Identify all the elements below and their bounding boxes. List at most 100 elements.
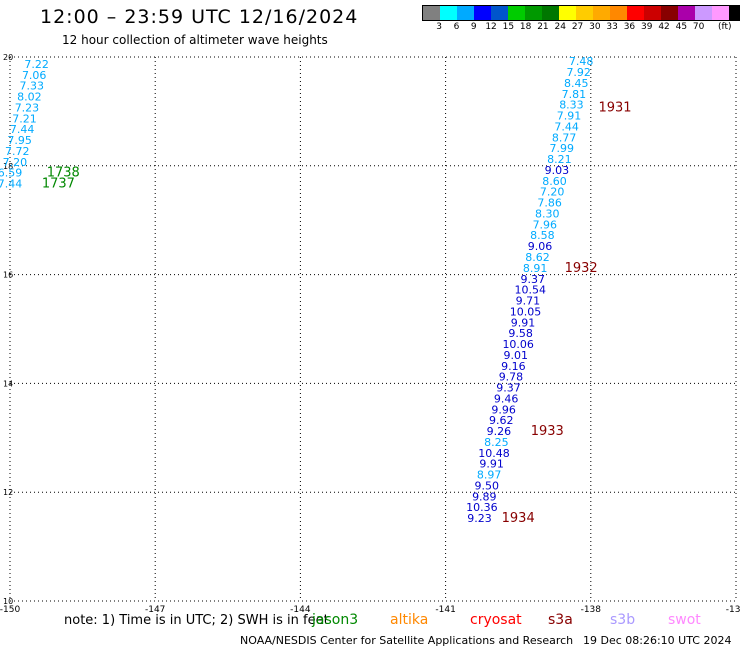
color-scale-tick: 6 [453, 22, 460, 32]
wave-height-value: 8.58 [530, 229, 555, 242]
legend-item-altika: altika [390, 612, 429, 628]
wave-height-value: 7.99 [550, 142, 575, 155]
chart-title: 12:00 – 23:59 UTC 12/16/2024 [40, 6, 359, 28]
color-scale-tick: 45 [675, 22, 688, 32]
color-swatch [644, 6, 661, 20]
wave-height-value: 9.46 [494, 392, 519, 405]
color-swatch [525, 6, 542, 20]
wave-height-value: 10.05 [510, 305, 542, 318]
wave-height-value: 7.06 [22, 69, 47, 82]
wave-height-value: 8.33 [559, 99, 584, 112]
x-tick-label: -141 [435, 605, 455, 615]
wave-height-value: 9.58 [508, 327, 533, 340]
color-swatch [508, 6, 525, 20]
color-swatch [491, 6, 508, 20]
wave-height-value: 9.91 [479, 458, 504, 471]
wave-height-value: 7.96 [533, 218, 558, 231]
wave-height-value: 10.48 [478, 447, 510, 460]
y-tick-label: 14 [3, 379, 13, 388]
wave-height-value: 9.78 [499, 371, 524, 384]
wave-height-value: 7.20 [540, 186, 565, 199]
wave-height-value: 7.91 [557, 110, 582, 123]
pass-time-label: 1934 [502, 511, 535, 526]
color-scale-tick: 39 [641, 22, 653, 32]
x-tick-label: -138 [581, 605, 602, 615]
x-tick-label: -150 [0, 605, 20, 615]
legend-item-s3a: s3a [548, 612, 573, 628]
color-scale-tick: 3 [436, 22, 442, 32]
wave-height-value: 7.33 [20, 80, 45, 93]
pass-time-label: 1738 [47, 166, 80, 181]
wave-height-value: 9.26 [487, 425, 512, 438]
wave-height-value: 8.77 [552, 131, 577, 144]
wave-height-value: 7.21 [12, 112, 37, 125]
pass-time-label: 1933 [531, 424, 564, 439]
y-tick-label: 18 [3, 162, 13, 171]
wave-height-value: 7.23 [15, 101, 40, 114]
wave-height-value: 9.16 [501, 360, 526, 373]
wave-height-value: 8.45 [564, 77, 589, 90]
wave-height-value: 8.21 [547, 153, 572, 166]
wave-height-value: 7.92 [566, 66, 591, 79]
color-scale-tick: 36 [623, 22, 636, 32]
chart-subtitle: 12 hour collection of altimeter wave hei… [62, 33, 328, 47]
wave-height-value: 10.06 [502, 338, 534, 351]
pass-time-label: 1931 [598, 100, 631, 115]
wave-height-value: 7.81 [562, 88, 587, 101]
legend-item-cryosat: cryosat [470, 612, 522, 628]
color-swatch [610, 6, 627, 20]
wave-height-value: 9.23 [467, 512, 492, 525]
wave-height-value: 8.25 [484, 436, 509, 449]
wave-height-value: 8.02 [17, 91, 42, 104]
color-swatch [440, 6, 457, 20]
y-tick-label: 16 [3, 271, 13, 280]
wave-height-value: 7.44 [0, 178, 22, 191]
color-swatch [542, 6, 559, 20]
color-scale-tick: 15 [502, 22, 515, 32]
wave-height-value: 9.01 [504, 349, 529, 362]
color-swatch [593, 6, 610, 20]
color-scale-tick: 18 [519, 22, 532, 32]
wave-height-value: 9.37 [520, 273, 545, 286]
wave-height-value: 10.36 [466, 501, 498, 514]
color-scale-tick: 24 [554, 22, 566, 32]
wave-height-value: 7.22 [24, 58, 49, 71]
color-scale-tick: 9 [470, 22, 477, 32]
wave-height-value: 8.60 [542, 175, 567, 188]
wave-height-value: 9.89 [472, 490, 497, 503]
color-scale-tick: 12 [485, 22, 497, 32]
pass-time-label: 1932 [565, 261, 598, 276]
pass-time-label: 1737 [42, 177, 75, 192]
wave-height-value: 7.72 [5, 145, 30, 158]
legend-item-s3b: s3b [610, 612, 636, 628]
footer-credit: NOAA/NESDIS Center for Satellite Applica… [240, 634, 574, 647]
color-scale-tick: 21 [537, 22, 549, 32]
wave-height-value: 6.59 [0, 167, 22, 180]
color-swatch [712, 6, 729, 20]
color-swatch [559, 6, 576, 20]
y-tick-label: 20 [3, 53, 13, 62]
wave-height-value: 10.54 [515, 284, 547, 297]
y-tick-label: 12 [3, 488, 13, 497]
wave-height-value: 8.62 [525, 251, 550, 264]
color-scale-tick: 33 [606, 22, 618, 32]
wave-height-value: 7.48 [569, 55, 594, 68]
color-swatch [474, 6, 491, 20]
color-swatch [678, 6, 695, 20]
wave-height-value: 9.96 [491, 403, 516, 416]
footer-timestamp: 19 Dec 08:26:10 UTC 2024 [583, 634, 732, 647]
color-swatch [729, 6, 740, 20]
note-text: note: 1) Time is in UTC; 2) SWH is in fe… [64, 613, 329, 628]
x-tick-label: -135 [726, 605, 740, 615]
wave-height-value: 9.03 [545, 164, 570, 177]
color-scale-tick: 42 [658, 22, 670, 32]
wave-height-value: 8.97 [477, 469, 502, 482]
y-tick-label: 10 [3, 597, 13, 606]
color-scale-bar [422, 5, 740, 21]
wave-height-value: 7.86 [537, 197, 562, 210]
legend-item-jason3: jason3 [312, 612, 359, 628]
color-swatch [661, 6, 678, 20]
wave-height-value: 7.44 [10, 123, 35, 136]
wave-height-value: 9.71 [516, 295, 541, 308]
